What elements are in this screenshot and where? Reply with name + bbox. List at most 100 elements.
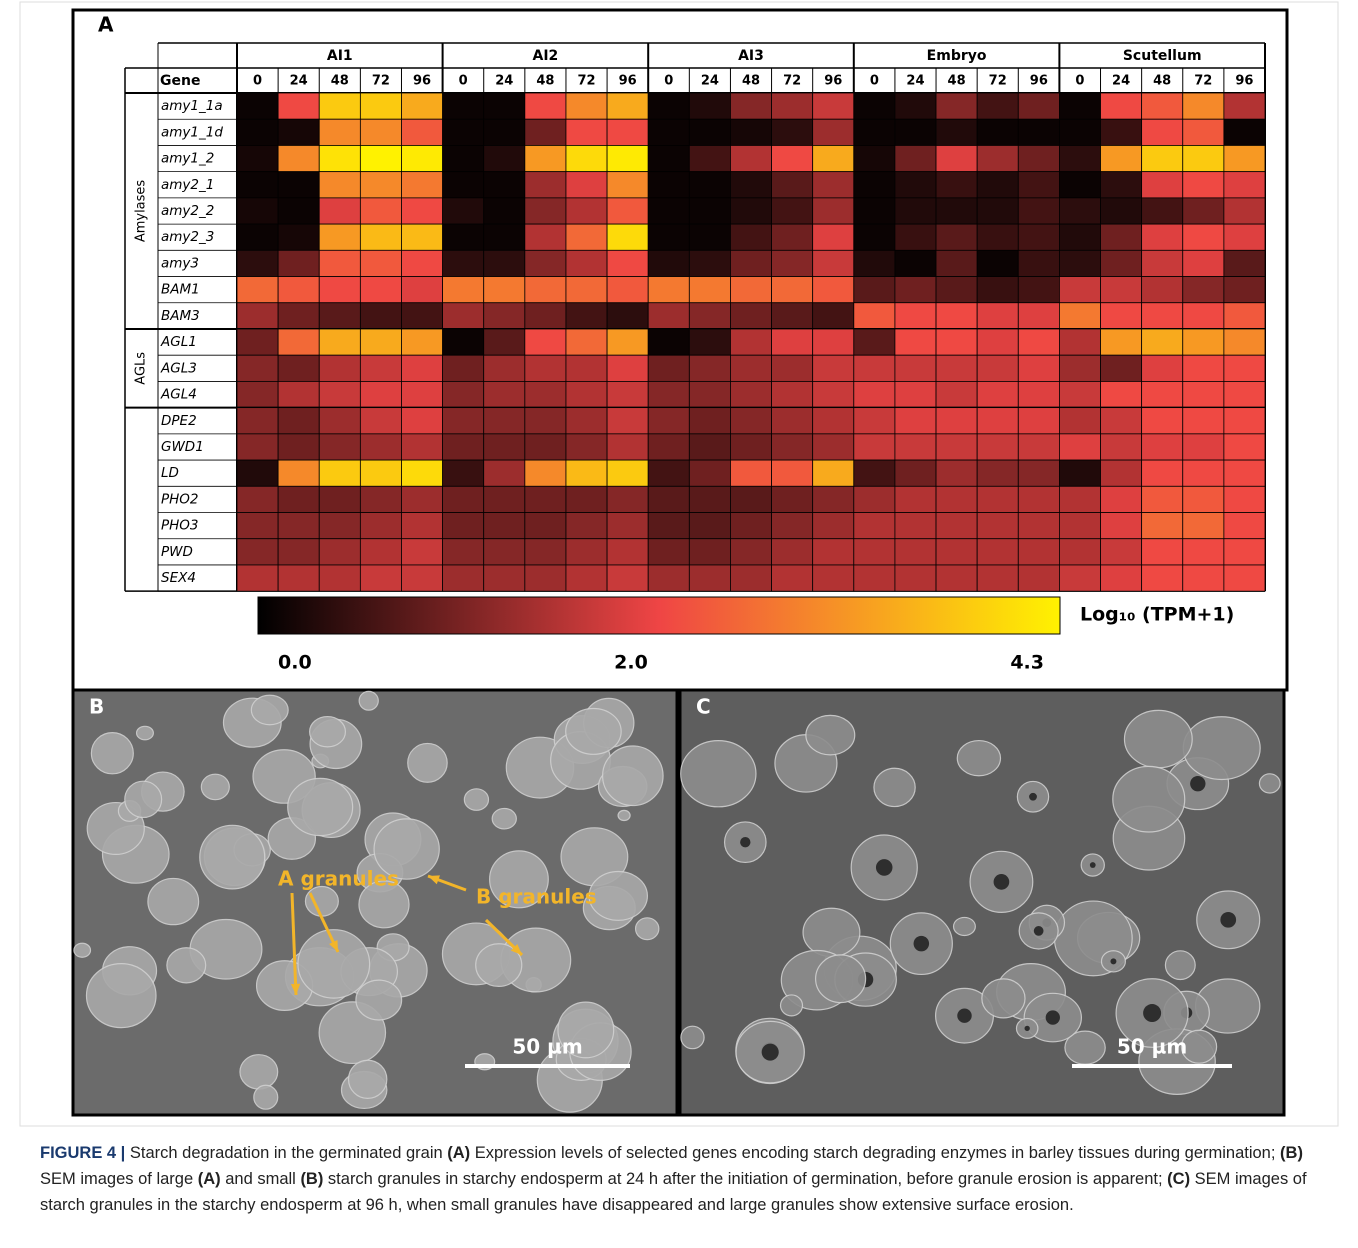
heat-cell (277, 302, 320, 330)
heat-cell (1223, 302, 1266, 330)
gene-label: SEX4 (161, 570, 196, 586)
heat-cell (894, 92, 937, 120)
heat-cell (318, 381, 361, 409)
heat-cell (894, 433, 937, 461)
heat-cell (730, 485, 772, 513)
pit (1033, 926, 1044, 936)
heat-cell (647, 302, 690, 330)
heat-cell (1141, 433, 1184, 461)
heat-cell (935, 459, 978, 487)
gene-label: BAM1 (161, 282, 200, 298)
scale-bar-label: 50 µm (1117, 1035, 1187, 1059)
caption: FIGURE 4 | Starch degradation in the ger… (40, 1140, 1320, 1218)
heat-cell (935, 223, 978, 251)
gene-label: AGL3 (160, 360, 197, 376)
panel-label: B (89, 695, 104, 719)
heat-cell (318, 485, 361, 513)
heat-cell (771, 118, 814, 146)
gene-label: amy2_1 (161, 177, 214, 193)
heat-cell (1182, 328, 1225, 356)
heat-cell (1223, 459, 1266, 487)
heat-cell (730, 302, 772, 330)
heat-cell (894, 171, 937, 199)
heat-cell (771, 433, 814, 461)
granule (463, 788, 490, 811)
heat-cell (730, 354, 772, 382)
heat-cell (1059, 381, 1101, 409)
heat-cell (688, 223, 731, 251)
heat-cell (894, 328, 937, 356)
heat-cell (359, 433, 402, 461)
granule (680, 1025, 705, 1050)
heat-cell (1017, 381, 1060, 409)
granule (199, 824, 266, 890)
heat-cell (976, 249, 1019, 277)
heat-cell (442, 276, 485, 304)
heat-cell (730, 433, 772, 461)
granule (475, 943, 523, 988)
heat-cell (894, 485, 937, 513)
heat-cell (853, 354, 896, 382)
heat-cell (688, 538, 731, 566)
heat-cell (1141, 381, 1184, 409)
heat-cell (1223, 433, 1266, 461)
heat-cell (277, 459, 320, 487)
heat-cell (647, 92, 690, 120)
heat-cell (1100, 171, 1143, 199)
heat-cell (236, 354, 279, 382)
heat-cell (812, 564, 855, 592)
heat-cell (236, 485, 279, 513)
heat-cell (483, 145, 526, 173)
pit (740, 837, 751, 848)
heat-cell (277, 118, 320, 146)
heat-cell (565, 118, 608, 146)
heat-cell (1182, 485, 1225, 513)
timepoint-label: 48 (536, 74, 554, 89)
granule (355, 979, 403, 1021)
heat-cell (812, 171, 855, 199)
heat-cell (771, 197, 814, 225)
heat-cell (730, 538, 772, 566)
granule (135, 725, 154, 741)
heat-cell (853, 171, 896, 199)
heat-cell (771, 145, 814, 173)
gene-label: GWD1 (161, 439, 204, 455)
heat-cell (853, 512, 896, 540)
heat-cell (1059, 249, 1101, 277)
timepoint-label: 24 (495, 74, 513, 89)
heat-cell (688, 512, 731, 540)
heat-cell (935, 302, 978, 330)
heat-cell (730, 512, 772, 540)
heat-cell (1141, 197, 1184, 225)
heat-cell (606, 171, 649, 199)
heat-cell (730, 171, 772, 199)
heat-cell (1141, 249, 1184, 277)
heat-cell (894, 381, 937, 409)
heat-cell (483, 249, 526, 277)
heat-cell (647, 118, 690, 146)
heat-cell (1059, 145, 1101, 173)
granule (602, 745, 664, 807)
heat-cell (483, 354, 526, 382)
heat-cell (401, 145, 444, 173)
heat-cell (853, 564, 896, 592)
timepoint-label: 24 (906, 74, 924, 89)
heat-cell (976, 197, 1019, 225)
heat-cell (277, 145, 320, 173)
heat-cell (277, 538, 320, 566)
heat-cell (976, 433, 1019, 461)
heat-cell (647, 433, 690, 461)
heat-cell (442, 538, 485, 566)
heat-cell (976, 145, 1019, 173)
heat-cell (1223, 171, 1266, 199)
heat-cell (483, 407, 526, 435)
heat-cell (606, 197, 649, 225)
heat-cell (812, 354, 855, 382)
heat-cell (236, 538, 279, 566)
heat-cell (853, 485, 896, 513)
heat-cell (606, 223, 649, 251)
granule (815, 954, 867, 1004)
pit (1045, 1010, 1060, 1025)
granule (491, 807, 517, 830)
heat-cell (771, 223, 814, 251)
